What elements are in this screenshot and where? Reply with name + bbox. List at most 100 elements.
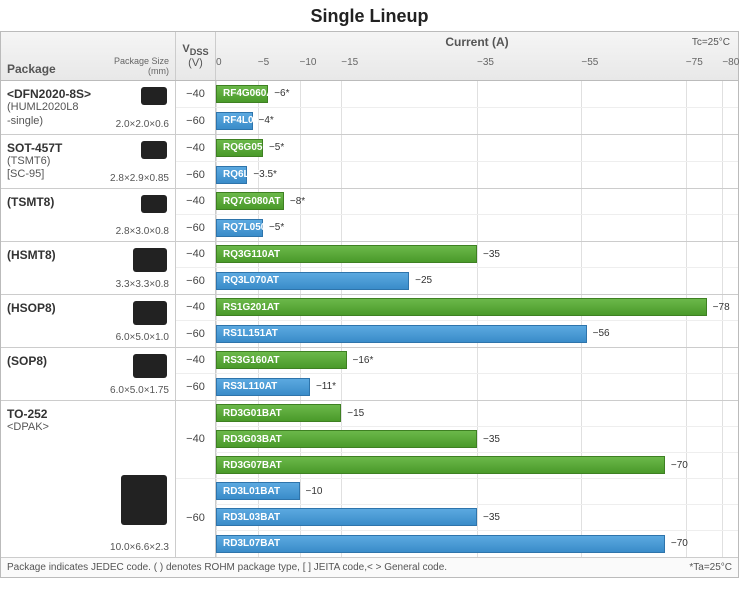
chart-axis-title: Current (A) Tc=25°C xyxy=(216,32,738,52)
package-block: SOT-457T(TSMT6) [SC-95]2.8×2.9×0.85−40−6… xyxy=(1,135,738,189)
package-block: <DFN2020-8S>(HUML2020L8 -single)2.0×2.0×… xyxy=(1,81,738,135)
current-value: −8* xyxy=(290,196,305,207)
package-cell: (HSOP8)6.0×5.0×1.0 xyxy=(1,295,176,347)
current-bar: RF4L040AT xyxy=(216,112,253,130)
bar-row: RF4G060AT−6* xyxy=(216,81,738,108)
voltage-cell: −60 xyxy=(176,215,216,241)
axis-tick: −75 xyxy=(686,57,703,68)
axis-tick: 0 xyxy=(216,57,222,68)
bar-row: RS1L151AT−56 xyxy=(216,321,738,347)
bar-row: RD3L07BAT−70 xyxy=(216,531,738,557)
voltage-cell: −40 xyxy=(176,242,216,268)
package-icon xyxy=(141,141,167,159)
package-cell: <DFN2020-8S>(HUML2020L8 -single)2.0×2.0×… xyxy=(1,81,176,134)
axis-tick: −10 xyxy=(300,57,317,68)
voltage-column: −40−60 xyxy=(176,401,216,557)
voltage-column: −40−60 xyxy=(176,135,216,188)
bar-row: RF4L040AT −4* xyxy=(216,108,738,134)
header-vdss-label: VDSS xyxy=(182,43,208,57)
current-bar: RD3L01BAT xyxy=(216,482,300,500)
bar-row: RD3G07BAT −70 xyxy=(216,453,738,479)
table-footer: Package indicates JEDEC code. ( ) denote… xyxy=(1,557,738,577)
voltage-cell: −60 xyxy=(176,321,216,347)
package-cell: TO-252<DPAK> 10.0×6.6×2.3 xyxy=(1,401,176,557)
axis-tick: −80 xyxy=(722,57,739,68)
current-value: −56 xyxy=(593,328,610,339)
current-value: −35 xyxy=(483,249,500,260)
package-icon xyxy=(121,475,167,525)
current-bar: RQ7G080AT xyxy=(216,192,284,210)
chart-rows: RF4G060AT−6* RF4L040AT −4* xyxy=(216,81,738,134)
current-bar: RS1G201AT xyxy=(216,298,707,316)
package-icon xyxy=(141,87,167,105)
table-header: Package Package Size (mm) VDSS (V) Curre… xyxy=(1,32,738,81)
axis-tick: −35 xyxy=(477,57,494,68)
voltage-cell: −40 xyxy=(176,135,216,162)
current-bar: RF4G060AT xyxy=(216,85,268,103)
package-block: (TSMT8)2.8×3.0×0.8−40−60RQ7G080AT−8*RQ7L… xyxy=(1,189,738,242)
current-value: −15 xyxy=(347,408,364,419)
current-bar: RD3G03BAT xyxy=(216,430,477,448)
bar-row: RQ6L035AT−3.5* xyxy=(216,162,738,188)
package-dimensions: 3.3×3.3×0.8 xyxy=(116,279,169,290)
voltage-column: −40−60 xyxy=(176,295,216,347)
voltage-cell: −40 xyxy=(176,348,216,374)
voltage-cell: −40 xyxy=(176,189,216,215)
header-vdss-unit: (V) xyxy=(188,57,203,69)
package-block: (SOP8)6.0×5.0×1.75−40−60RS3G160AT−16*RS3… xyxy=(1,348,738,401)
current-value: −11* xyxy=(316,381,336,392)
header-package-size-label: Package Size (mm) xyxy=(114,56,169,76)
bar-row: RD3G01BAT −15 xyxy=(216,401,738,427)
current-value: −70 xyxy=(671,460,688,471)
current-bar: RD3G01BAT xyxy=(216,404,341,422)
current-value: −35 xyxy=(483,434,500,445)
tc-condition-label: Tc=25°C xyxy=(692,33,730,53)
package-dimensions: 10.0×6.6×2.3 xyxy=(110,542,169,553)
package-icon xyxy=(141,195,167,213)
header-vdss-col: VDSS (V) xyxy=(176,32,216,80)
voltage-cell: −40 xyxy=(176,401,216,480)
chart-rows: RQ3G110AT−35RQ3L070AT−25 xyxy=(216,242,738,294)
package-name: TO-252 xyxy=(7,407,169,421)
current-bar: RQ6G050AT xyxy=(216,139,263,157)
bar-row: RQ7L050AT−5* xyxy=(216,215,738,241)
current-value: −78 xyxy=(713,302,730,313)
package-cell: (HSMT8)3.3×3.3×0.8 xyxy=(1,242,176,294)
bar-row: RQ7G080AT −8* xyxy=(216,189,738,215)
package-block: (HSOP8)6.0×5.0×1.0−40−60RS1G201AT −78 RS1L… xyxy=(1,295,738,348)
current-value: −3.5* xyxy=(253,169,277,180)
voltage-column: −40−60 xyxy=(176,348,216,400)
table-body: <DFN2020-8S>(HUML2020L8 -single)2.0×2.0×… xyxy=(1,81,738,557)
bar-row: RD3L01BAT −10 xyxy=(216,479,738,505)
bar-row: RQ6G050AT−5* xyxy=(216,135,738,162)
current-bar: RD3L07BAT xyxy=(216,535,665,553)
current-bar: RQ3G110AT xyxy=(216,245,477,263)
package-dimensions: 6.0×5.0×1.75 xyxy=(110,385,169,396)
header-package-col: Package Package Size (mm) xyxy=(1,32,176,80)
bar-row: RS3G160AT−16* xyxy=(216,348,738,374)
package-icon xyxy=(133,354,167,378)
page-title: Single Lineup xyxy=(0,0,739,31)
bar-row: RQ3G110AT −35 xyxy=(216,242,738,268)
package-dimensions: 2.8×2.9×0.85 xyxy=(110,173,169,184)
voltage-column: −40−60 xyxy=(176,189,216,241)
chart-rows: RQ6G050AT−5*RQ6L035AT−3.5* xyxy=(216,135,738,188)
package-dimensions: 6.0×5.0×1.0 xyxy=(116,332,169,343)
package-cell: (SOP8)6.0×5.0×1.75 xyxy=(1,348,176,400)
package-block: (HSMT8)3.3×3.3×0.8−40−60RQ3G110AT−35RQ3L… xyxy=(1,242,738,295)
current-value: −4* xyxy=(259,115,274,126)
voltage-cell: −60 xyxy=(176,162,216,188)
voltage-column: −40−60 xyxy=(176,242,216,294)
current-value: −10 xyxy=(306,486,323,497)
chart-rows: RQ7G080AT −8* RQ7L050AT−5* xyxy=(216,189,738,241)
header-chart-col: Current (A) Tc=25°C 0−5−10−15−35−55−75−8… xyxy=(216,32,738,80)
chart-axis-ticks: 0−5−10−15−35−55−75−80 xyxy=(216,52,738,80)
chart-rows: RS1G201AT −78 RS1L151AT−56 xyxy=(216,295,738,347)
package-cell: SOT-457T(TSMT6) [SC-95]2.8×2.9×0.85 xyxy=(1,135,176,188)
package-subname: <DPAK> xyxy=(7,421,169,434)
voltage-cell: −60 xyxy=(176,108,216,134)
package-icon xyxy=(133,248,167,272)
package-dimensions: 2.0×2.0×0.6 xyxy=(116,119,169,130)
footnote-right: *Ta=25°C xyxy=(689,562,732,573)
current-bar: RD3G07BAT xyxy=(216,456,665,474)
